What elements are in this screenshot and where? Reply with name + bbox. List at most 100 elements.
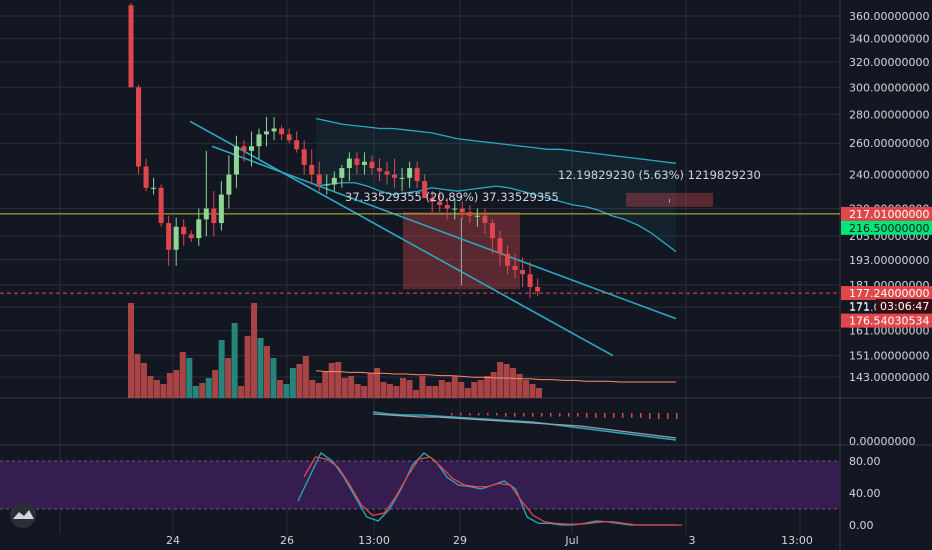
countdown-text: 03:06:47 xyxy=(880,300,929,313)
macd-signal-line xyxy=(372,413,677,439)
volume-bar-63 xyxy=(535,388,542,398)
macd-hist-bar-6 xyxy=(505,413,507,417)
stoch-rsi-pane xyxy=(0,452,840,526)
price-tick-label: 143.00000000 xyxy=(849,371,929,384)
candle-body-42 xyxy=(444,205,450,209)
candle-body-35 xyxy=(392,174,398,178)
price-badge-text: 217.01000000 xyxy=(849,208,929,221)
volume-bar-34 xyxy=(348,376,355,398)
volume-bar-58 xyxy=(503,364,510,398)
macd-line xyxy=(372,411,677,441)
volume-bar-24 xyxy=(283,384,290,398)
macd-hist-bar-0 xyxy=(451,413,453,416)
candle-body-48 xyxy=(489,223,495,239)
macd-hist-bar-3 xyxy=(478,413,480,416)
measurement-label-1: 37.33529355 (20.89%) 37.33529355 xyxy=(345,190,559,204)
volume-bar-25 xyxy=(289,368,296,398)
volume-bar-33 xyxy=(341,378,348,398)
volume-bar-18 xyxy=(244,336,251,398)
price-badge-bg-3 xyxy=(841,313,932,328)
trendlines[interactable] xyxy=(189,120,677,357)
time-tick-label: 29 xyxy=(453,534,467,547)
candle-body-24 xyxy=(309,164,315,175)
candle-body-29 xyxy=(346,158,352,169)
volume-bar-60 xyxy=(516,374,523,398)
macd-hist-bar-1 xyxy=(460,413,462,416)
macd-hist-bar-18 xyxy=(613,413,615,418)
volume-bar-46 xyxy=(425,386,432,398)
candlesticks xyxy=(128,3,541,299)
volume-bar-59 xyxy=(510,368,517,398)
volume-bar-19 xyxy=(251,303,258,398)
candle-body-52 xyxy=(520,270,526,275)
macd-pane xyxy=(372,411,678,441)
candle-body-15 xyxy=(241,146,247,151)
volume-bar-51 xyxy=(458,382,465,398)
candle-body-28 xyxy=(339,168,345,178)
price-badge-bg-2 xyxy=(841,286,932,301)
candle-body-16 xyxy=(248,146,254,151)
volume-bar-28 xyxy=(309,380,316,398)
candle-body-34 xyxy=(384,171,390,175)
macd-hist-bar-2 xyxy=(469,413,471,416)
volume-bar-15 xyxy=(225,358,232,398)
candle-body-11 xyxy=(211,208,217,224)
volume-bar-20 xyxy=(257,338,264,398)
bollinger-upper xyxy=(315,117,677,164)
candle-body-40 xyxy=(429,198,435,202)
volume-bar-5 xyxy=(160,384,167,398)
candle-body-50 xyxy=(505,253,510,266)
volume-bar-8 xyxy=(179,352,186,398)
volume-bar-54 xyxy=(477,380,484,398)
tradingview-logo-icon[interactable] xyxy=(10,502,36,528)
volume-bar-16 xyxy=(231,323,238,398)
candle-body-37 xyxy=(407,168,413,178)
macd-hist-bar-16 xyxy=(595,413,597,418)
volume-bar-55 xyxy=(484,376,491,398)
price-badge-text: 176.54030534 xyxy=(849,315,929,328)
time-tick-label: 13:00 xyxy=(781,534,813,547)
volume-bar-39 xyxy=(380,382,387,398)
price-tick-label: 280.00000000 xyxy=(849,108,929,121)
volume-bar-35 xyxy=(354,384,361,398)
time-axis[interactable]: 24 26 13:00 29 Jul 3 13:00 xyxy=(166,534,813,547)
macd-hist-bar-21 xyxy=(640,413,642,418)
candle-body-47 xyxy=(482,215,488,224)
volume-bar-0 xyxy=(128,303,134,398)
volume-bar-44 xyxy=(412,390,419,398)
price-tick-label: 260.00000000 xyxy=(849,137,929,150)
bollinger-bands xyxy=(315,117,677,253)
volume-bar-53 xyxy=(471,382,478,398)
macd-hist-bar-17 xyxy=(604,413,606,418)
countdown-bg xyxy=(876,299,932,314)
price-tick-label: 161.00000000 xyxy=(849,325,929,338)
macd-hist-bar-5 xyxy=(496,413,498,416)
price-tick-label: 340.00000000 xyxy=(849,32,929,45)
volume-bar-49 xyxy=(445,382,452,398)
candle-body-14 xyxy=(233,146,239,175)
volume-bar-2 xyxy=(140,363,147,398)
candle-body-9 xyxy=(196,219,202,239)
candle-body-23 xyxy=(301,149,307,165)
price-tick-label: 360.00000000 xyxy=(849,10,929,23)
volume-bar-52 xyxy=(464,388,471,398)
macd-hist-bar-13 xyxy=(568,413,570,417)
candle-body-32 xyxy=(369,161,375,169)
candle-body-6 xyxy=(173,226,179,250)
volume-bar-40 xyxy=(387,384,394,398)
horizontal-line[interactable] xyxy=(0,213,840,294)
candle-body-7 xyxy=(181,226,187,235)
volume-bar-48 xyxy=(438,380,445,398)
candle-body-25 xyxy=(316,174,322,185)
volume-bar-32 xyxy=(335,362,342,398)
candle-body-8 xyxy=(188,234,194,239)
candle-body-44 xyxy=(459,208,465,213)
rsi-tick-label: 0.00 xyxy=(849,519,874,532)
volume-bar-13 xyxy=(212,370,219,398)
time-tick-label: Jul xyxy=(564,534,578,547)
volume-bar-12 xyxy=(205,378,212,398)
macd-hist-bar-12 xyxy=(559,413,561,417)
volume-bar-10 xyxy=(192,386,199,398)
